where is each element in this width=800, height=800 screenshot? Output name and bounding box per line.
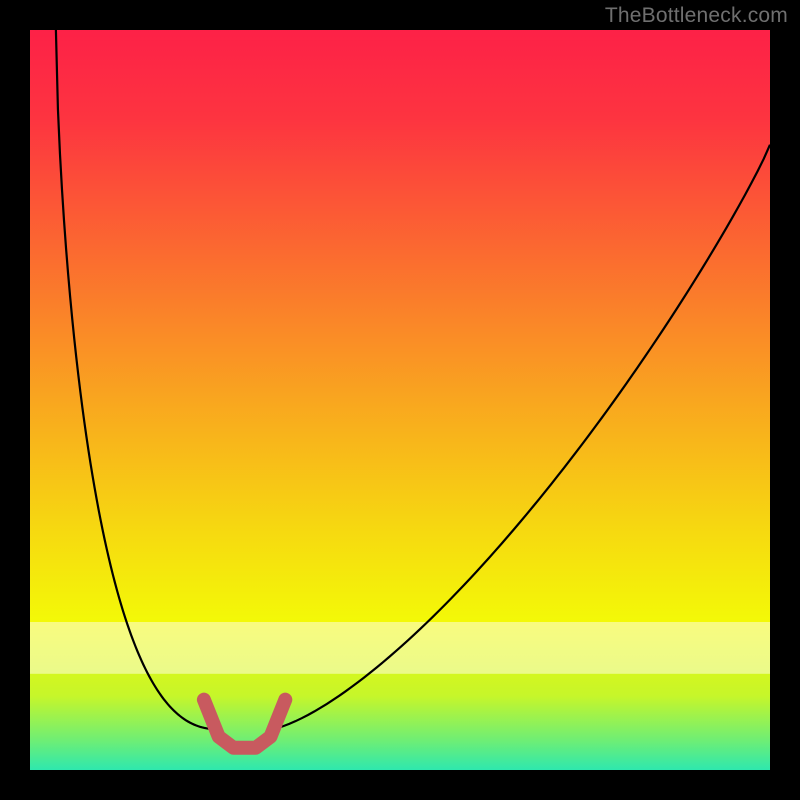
watermark-text: TheBottleneck.com bbox=[605, 4, 788, 28]
bottleneck-chart bbox=[30, 30, 770, 770]
chart-frame: TheBottleneck.com bbox=[0, 0, 800, 800]
